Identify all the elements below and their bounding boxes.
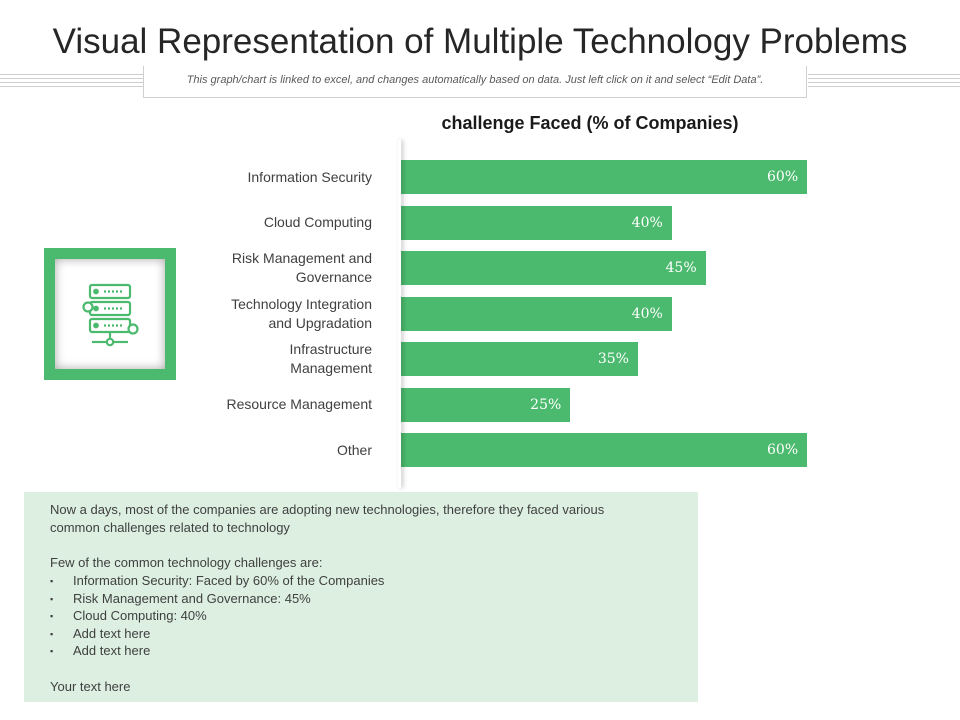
bullet-marker: ▪	[50, 646, 54, 656]
decorative-lines-left	[0, 74, 143, 88]
text-panel-footer: Your text here	[50, 679, 131, 694]
page-title: Visual Representation of Multiple Techno…	[52, 22, 908, 61]
category-label-line: Infrastructure	[289, 341, 372, 357]
decorative-lines-right	[808, 74, 960, 88]
category-label-line: Risk Management and	[231, 250, 372, 266]
bar-value-label-5: 35%	[597, 351, 629, 367]
bar-value-label-1: 60%	[767, 169, 799, 185]
bar-2[interactable]	[401, 205, 672, 240]
bullet-item-1: Information Security: Faced by 60% of th…	[73, 573, 385, 588]
bullet-item-5: Add text here	[73, 643, 151, 658]
category-label-4: Technology Integration and Upgradation	[122, 295, 372, 333]
text-panel-intro-line2: common challenges related to technology	[50, 520, 290, 535]
subtitle-frame	[143, 66, 807, 98]
bar-7[interactable]	[401, 433, 807, 467]
icon-frame	[44, 248, 176, 380]
bullet-item-2: Risk Management and Governance: 45%	[73, 590, 311, 606]
bar-3[interactable]	[401, 251, 706, 285]
server-network-icon	[82, 283, 139, 347]
bar-value-label-4: 40%	[631, 305, 663, 322]
category-label-line: Cloud Computing	[263, 214, 372, 230]
category-label-line: Other	[336, 441, 372, 458]
bar-5[interactable]	[401, 342, 638, 376]
text-panel	[24, 492, 698, 702]
category-label-line: and Upgradation	[268, 314, 372, 331]
bullet-marker: ▪	[50, 611, 54, 621]
bar-1[interactable]	[401, 160, 807, 194]
bar-value-label-3: 45%	[665, 260, 697, 276]
category-label-line: Information Security	[247, 168, 373, 185]
category-label-line: Resource Management	[226, 396, 372, 412]
category-label-6: Resource Management	[122, 395, 372, 414]
text-panel-intro-line1: Now a days, most of the companies are ad…	[50, 502, 605, 517]
category-label-5: Infrastructure Management	[122, 340, 372, 378]
text-panel-list-heading: Few of the common technology challenges …	[50, 555, 323, 570]
chart-title: challenge Faced (% of Companies)	[441, 113, 739, 133]
bullet-item-4: Add text here	[73, 625, 151, 641]
bar-value-label-2: 40%	[631, 214, 663, 231]
category-label-2: Cloud Computing	[122, 213, 372, 232]
bar-4[interactable]	[401, 296, 672, 331]
bullet-marker: ▪	[50, 593, 54, 604]
category-label-3: Risk Management and Governance	[122, 249, 372, 287]
icon-frame-inner	[55, 259, 165, 369]
bar-value-label-7: 60%	[767, 442, 799, 458]
page-subtitle: This graph/chart is linked to excel, and…	[186, 74, 764, 86]
category-label-line: Management	[290, 360, 372, 376]
category-label-line: Governance	[295, 269, 372, 285]
bullet-marker: ▪	[50, 576, 54, 586]
category-label-7: Other	[122, 441, 372, 460]
category-label-1: Information Security	[122, 168, 373, 187]
bullet-item-3: Cloud Computing: 40%	[73, 608, 207, 623]
bar-value-label-6: 25%	[530, 396, 562, 413]
chart-axis	[398, 140, 401, 488]
category-label-line: Technology Integration	[231, 295, 372, 312]
bullet-marker: ▪	[50, 628, 54, 639]
bar-6[interactable]	[401, 387, 571, 422]
